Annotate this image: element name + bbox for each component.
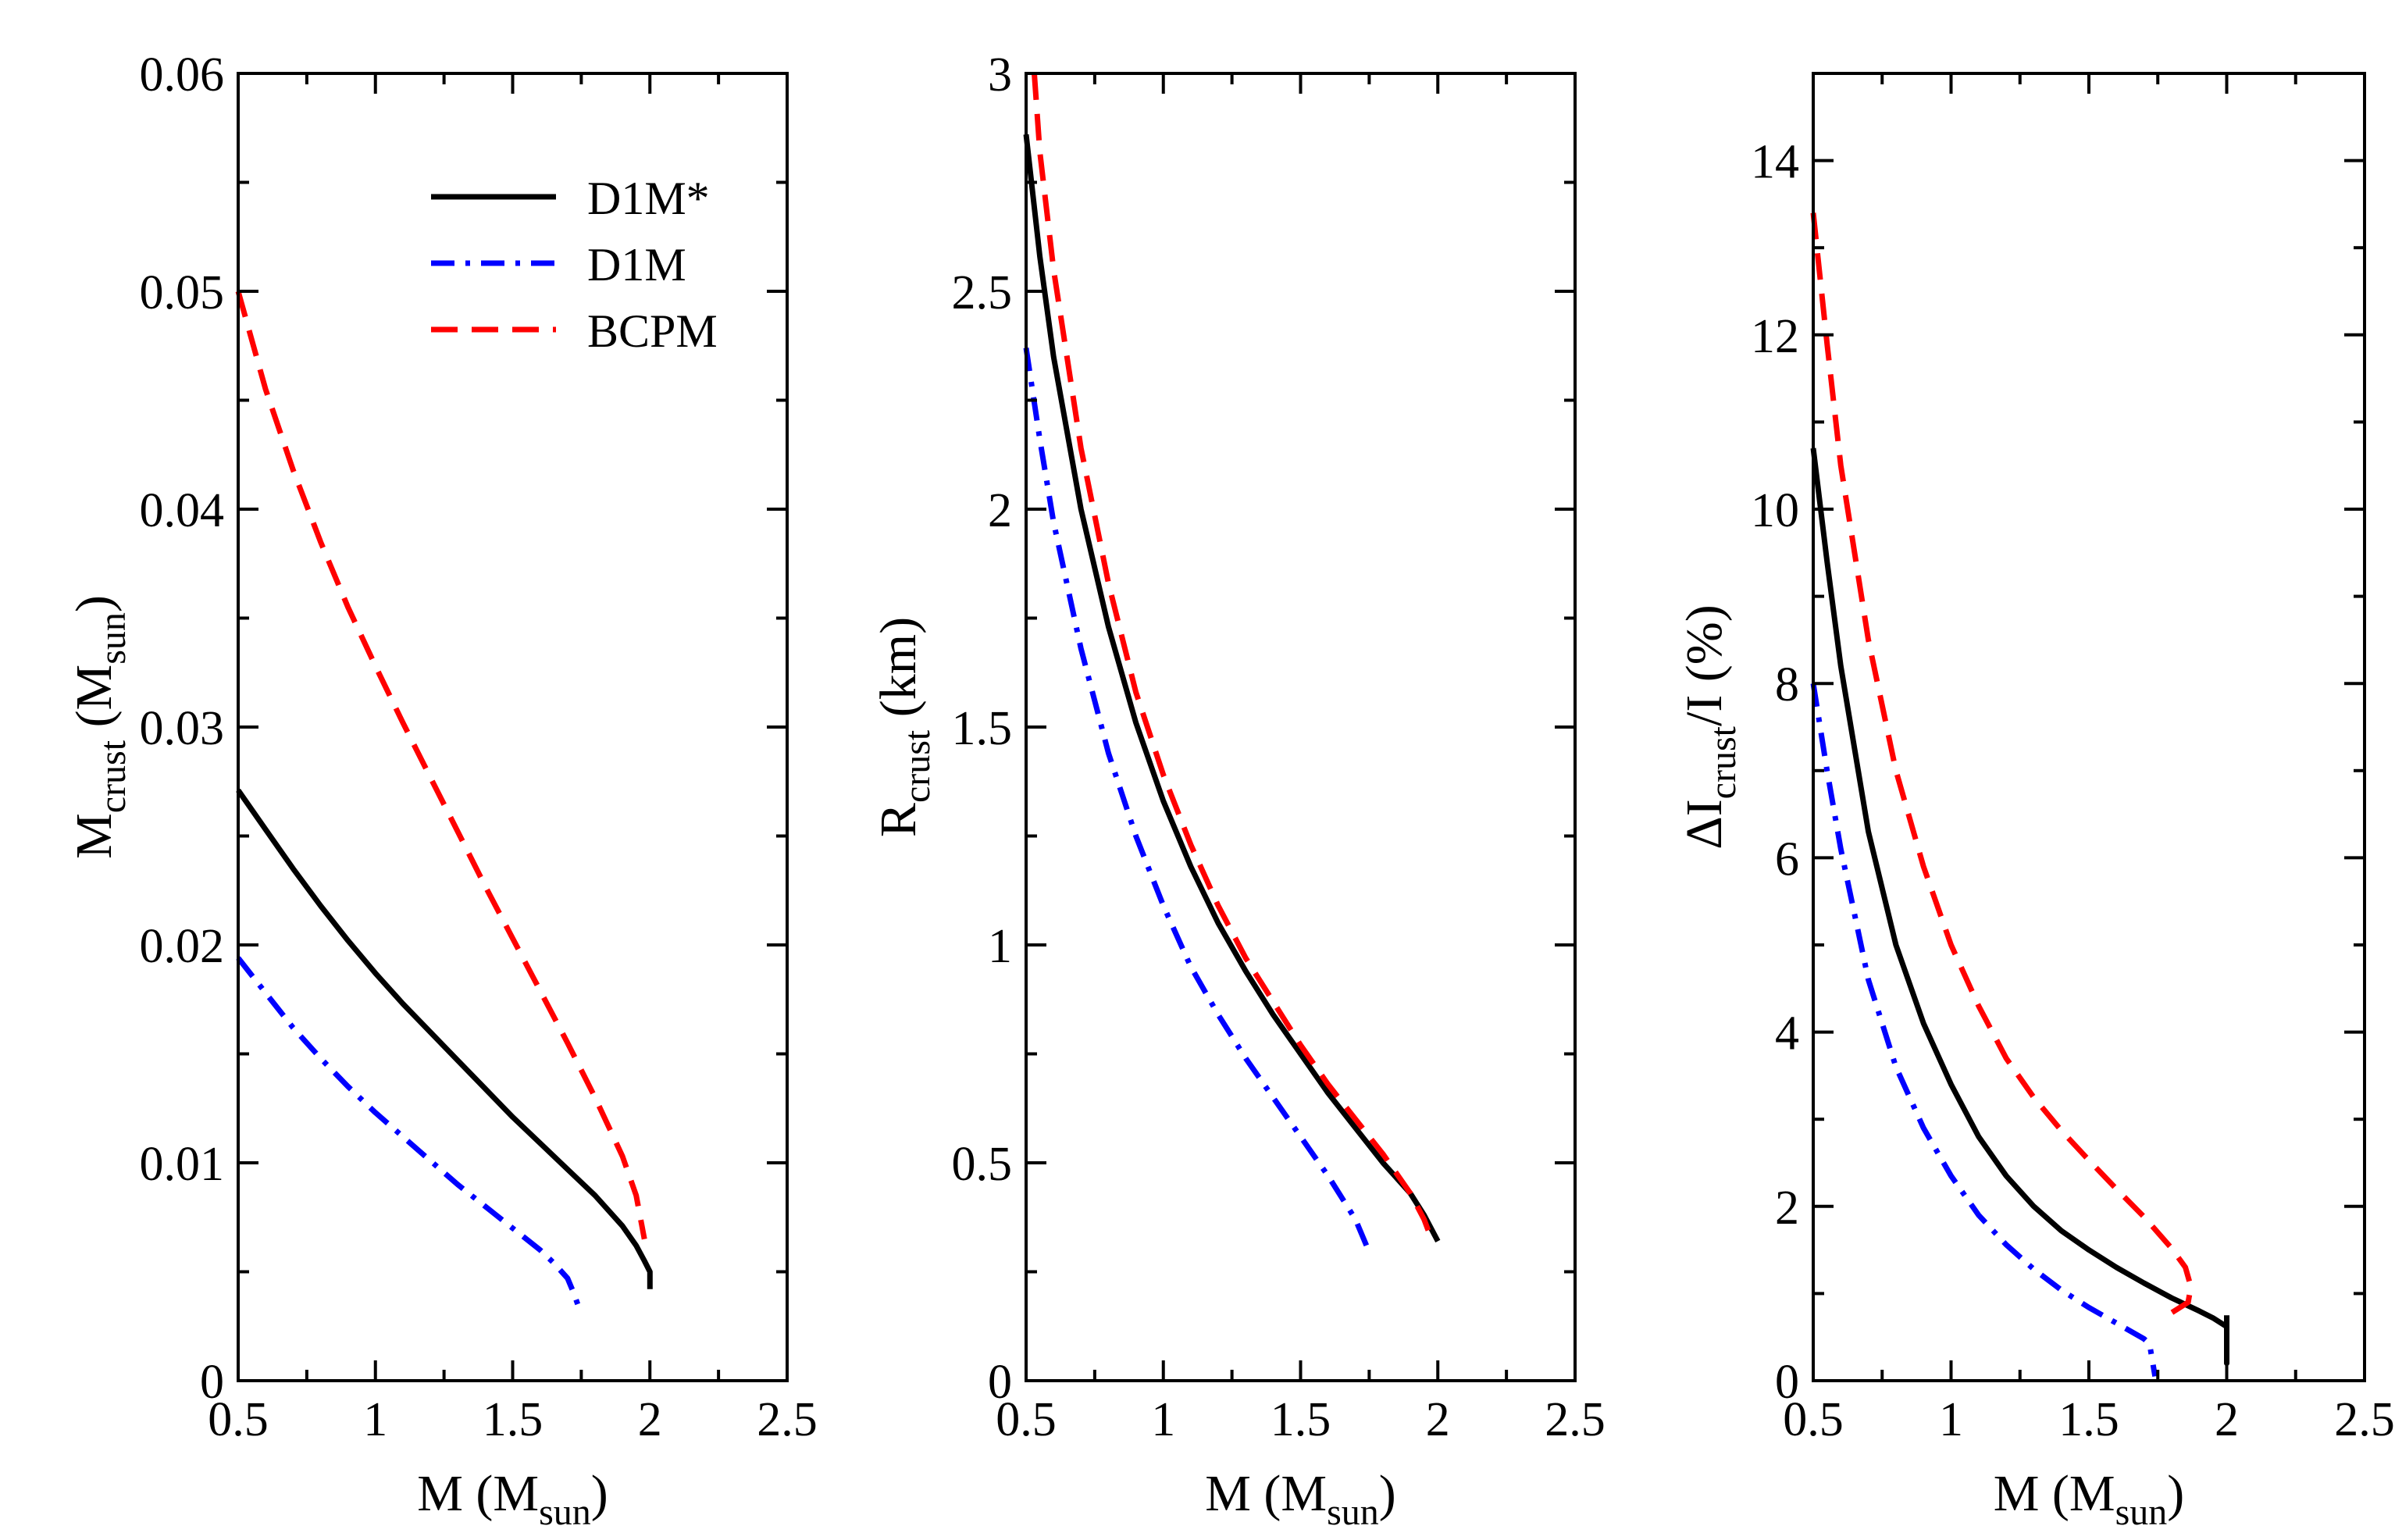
series-line-d1m-: [236, 788, 653, 1289]
y-tick-label: 0.02: [140, 920, 225, 973]
legend-label: D1M: [587, 239, 686, 291]
y-tick-label: 0.01: [140, 1138, 225, 1191]
y-tick-label: 2: [1775, 1182, 1799, 1235]
y-tick-label: 0: [200, 1356, 224, 1409]
panel-crust-radius: 0.5 1 1.5 2 2.500.511.522.53M (Msun)Rcrust (…: [870, 48, 1606, 1533]
x-tick-label: 2: [638, 1393, 662, 1446]
y-tick-label: 0: [988, 1356, 1012, 1409]
y-tick-label: 0.05: [140, 266, 225, 319]
x-tick-label: 2: [1426, 1393, 1450, 1446]
y-axis-label: ΔIcrust/I (%): [1676, 604, 1744, 850]
y-tick-label: 0.5: [952, 1138, 1013, 1191]
y-tick-label: 1: [988, 920, 1012, 973]
x-tick-label: 1: [1151, 1393, 1175, 1446]
x-tick-label: 1.5: [2058, 1393, 2119, 1446]
y-tick-label: 0.04: [140, 484, 225, 537]
y-tick-label: 3: [988, 48, 1012, 102]
series-line-d1m-: [1810, 447, 2229, 1367]
y-tick-label: 4: [1775, 1007, 1799, 1061]
y-axis-label: Mcrust (Msun): [66, 595, 134, 859]
series-line-d1m: [236, 956, 582, 1308]
y-tick-label: 6: [1775, 832, 1799, 886]
plot-frame: [1812, 72, 2366, 1382]
y-tick-label: 0.03: [140, 702, 225, 755]
x-tick-label: 0.5: [1783, 1393, 1844, 1446]
y-axis-label: Rcrust (km): [870, 617, 938, 837]
x-tick-label: 2.5: [757, 1393, 818, 1446]
x-axis-label: M (Msun): [1205, 1465, 1396, 1533]
x-tick-label: 1: [363, 1393, 387, 1446]
x-tick-label: 0.5: [208, 1393, 269, 1446]
series-line-d1m: [1810, 683, 2158, 1377]
x-tick-label: 2: [2215, 1393, 2239, 1446]
panel-crust-mass: 0.5 1 1.5 2 2.5 0 0.01 0.02 0.03 0.04 0.05 0.06 M (M…: [66, 48, 818, 1533]
legend-label: BCPM: [587, 305, 718, 357]
series-line-d1m-: [1023, 134, 1441, 1243]
y-tick-label: 0.06: [140, 48, 225, 102]
y-tick-label: 10: [1751, 484, 1799, 537]
series-line-bcpm: [235, 291, 647, 1240]
y-tick-label: 12: [1751, 310, 1799, 363]
y-tick-label: 14: [1751, 136, 1799, 189]
plot-frame: [237, 72, 789, 1382]
x-tick-label: 2.5: [1545, 1393, 1606, 1446]
x-axis-label: M (Msun): [417, 1465, 608, 1533]
legend: D1M* D1M BCPM: [431, 173, 718, 357]
y-tick-label: 2.5: [952, 266, 1013, 319]
x-axis-label: M (Msun): [1994, 1465, 2185, 1533]
y-tick-label: 8: [1775, 658, 1799, 711]
x-tick-label: 1.5: [1271, 1393, 1331, 1446]
x-tick-label: 2.5: [2334, 1393, 2395, 1446]
x-tick-label: 0.5: [996, 1393, 1057, 1446]
legend-label: D1M*: [587, 173, 710, 224]
y-tick-label: 0: [1775, 1356, 1799, 1409]
panel-crust-moment-of-inertia: 0.5 1 1.5 2 2.5 0 2 4 6 8 10 12 14 M (Msun) ΔIcrust/I …: [1676, 72, 2395, 1533]
series-line-bcpm: [1032, 73, 1435, 1242]
y-tick-label: 1.5: [952, 702, 1013, 755]
series-line-bcpm: [1810, 212, 2194, 1315]
plot-frame: [1025, 72, 1577, 1382]
y-tick-label: 2: [988, 484, 1012, 537]
series-line-d1m: [1023, 347, 1370, 1247]
x-tick-label: 1.5: [483, 1393, 544, 1446]
x-tick-label: 1: [1939, 1393, 1963, 1446]
